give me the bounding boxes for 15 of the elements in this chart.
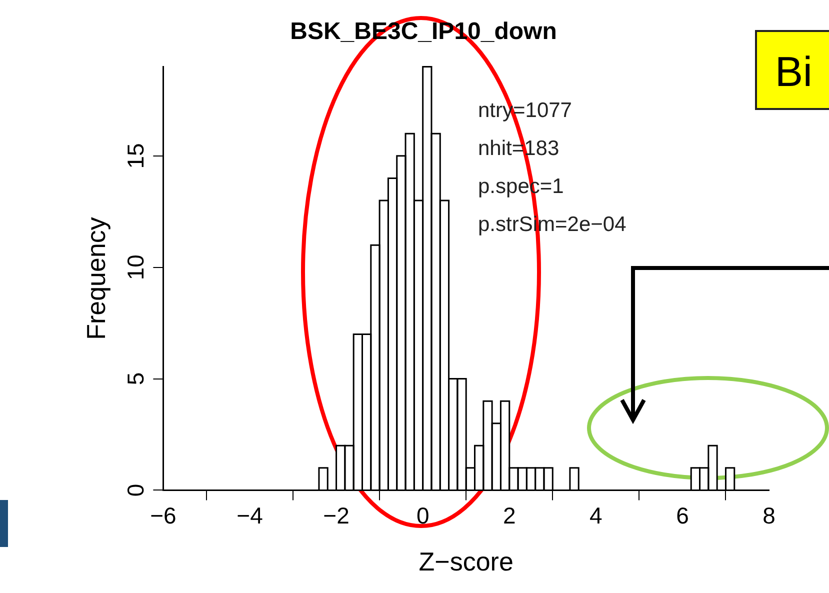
y-tick-label: 0	[122, 484, 149, 497]
x-tick-label: 0	[416, 502, 430, 528]
x-tick-label: −6	[150, 502, 176, 528]
x-tick-label: 4	[590, 502, 603, 528]
x-axis-title: Z−score	[418, 546, 514, 577]
y-tick-label: 15	[122, 143, 149, 169]
x-tick-label: 6	[676, 502, 689, 528]
y-tick-label: 5	[122, 372, 149, 386]
x-tick-label: 8	[762, 502, 776, 528]
y-axis-title: Frequency	[80, 217, 111, 340]
text: Bi	[755, 30, 829, 110]
x-tick-label: −4	[236, 502, 264, 528]
x-tick-label: 2	[502, 502, 516, 528]
x-tick-label: −2	[323, 502, 350, 528]
y-tick-label: 10	[122, 254, 149, 280]
